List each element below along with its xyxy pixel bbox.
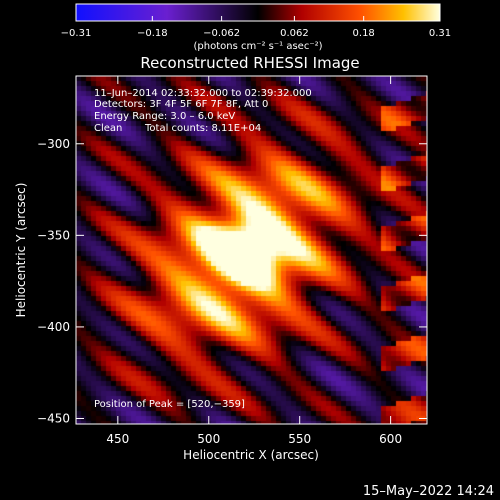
plot-frame: [75, 75, 428, 425]
colorbar-ticks: −0.31 −0.18 −0.062 0.062 0.18 0.31: [61, 16, 451, 39]
annotation-total-counts: Total counts: 8.11E+04: [144, 123, 261, 134]
colorbar: [75, 3, 441, 22]
colorbar-tick-label: 0.062: [280, 28, 309, 39]
annotation-peak-position: Position of Peak = [520,−359]: [94, 399, 245, 410]
footer-date: 15–May–2022 14:24: [363, 484, 494, 499]
axis-ticks: 450 500 550 600 −300 −350 −400 −450: [37, 76, 427, 446]
x-tick-label: 500: [197, 432, 220, 446]
annotation-algorithm: Clean: [94, 123, 122, 134]
y-tick-label: −300: [37, 137, 70, 151]
colorbar-tick-label: −0.062: [203, 28, 240, 39]
x-tick-label: 600: [379, 432, 402, 446]
chart-title: Reconstructed RHESSI Image: [140, 54, 359, 72]
y-tick-label: −450: [37, 412, 70, 426]
colorbar-label: (photons cm⁻² s⁻¹ asec⁻²): [193, 41, 322, 52]
y-axis-label: Heliocentric Y (arcsec): [14, 183, 28, 318]
annotation-detectors: Detectors: 3F 4F 5F 6F 7F 8F, Att 0: [94, 99, 268, 110]
y-tick-label: −350: [37, 228, 70, 242]
x-axis-label: Heliocentric X (arcsec): [183, 448, 319, 462]
colorbar-tick-label: −0.18: [137, 28, 168, 39]
x-tick-label: 450: [106, 432, 129, 446]
x-tick-label: 550: [288, 432, 311, 446]
colorbar-tick-label: −0.31: [61, 28, 92, 39]
annotation-time-range: 11–Jun–2014 02:33:32.000 to 02:39:32.000: [94, 88, 312, 99]
annotation-energy-range: Energy Range: 3.0 – 6.0 keV: [94, 111, 235, 122]
colorbar-tick-label: 0.18: [353, 28, 375, 39]
heatmap-image: [76, 76, 427, 424]
y-tick-label: −400: [37, 320, 70, 334]
colorbar-tick-label: 0.31: [429, 28, 451, 39]
